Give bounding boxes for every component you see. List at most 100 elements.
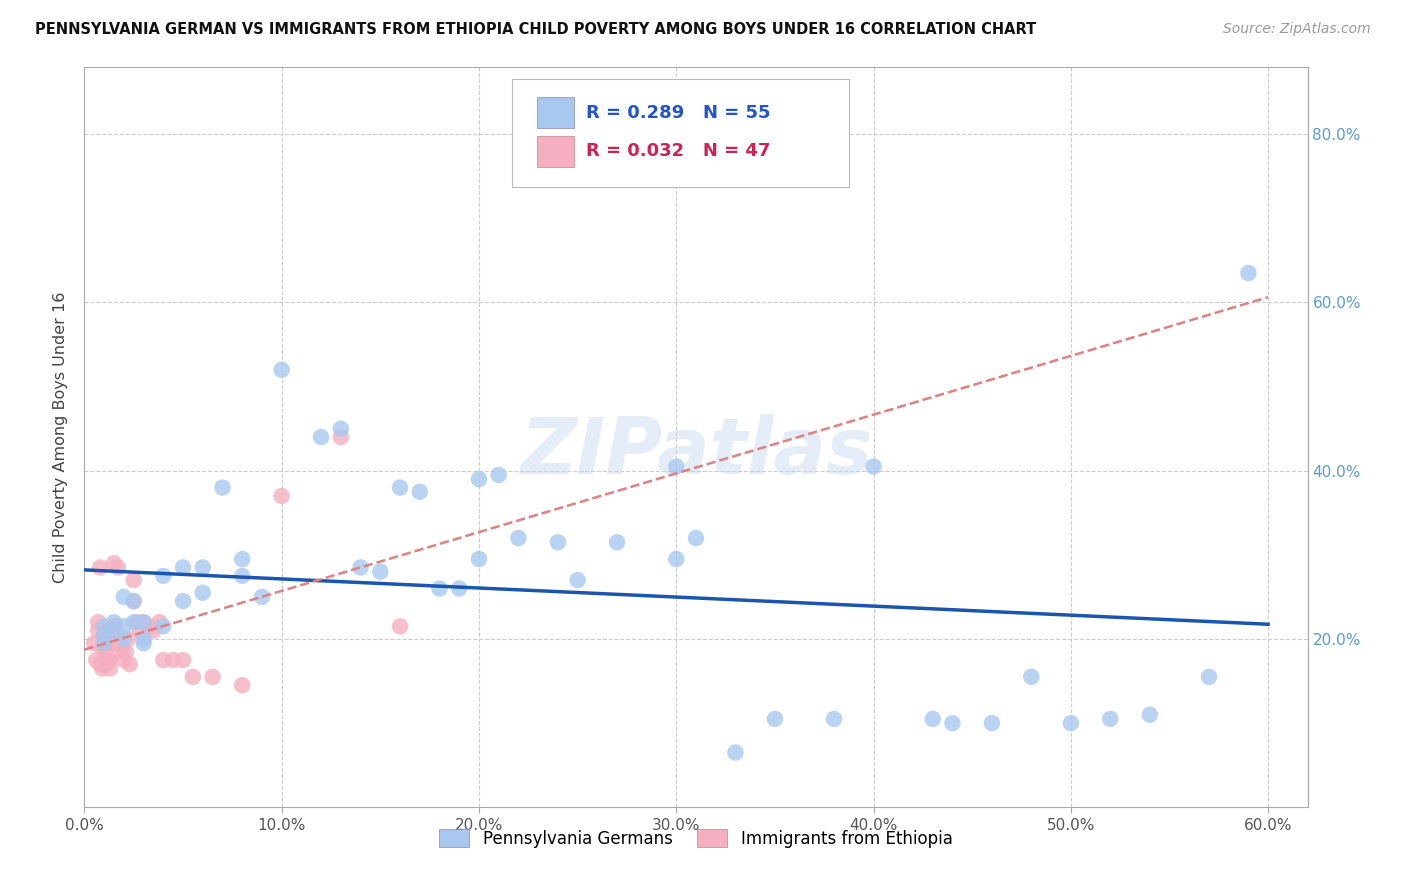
Point xyxy=(127,615,149,630)
Point xyxy=(98,653,121,667)
Point xyxy=(93,628,115,642)
Point xyxy=(567,573,589,587)
Point xyxy=(93,628,115,642)
Point xyxy=(93,657,115,672)
Point xyxy=(270,363,292,377)
Point xyxy=(172,653,194,667)
Point xyxy=(93,636,115,650)
Legend: Pennsylvania Germans, Immigrants from Ethiopia: Pennsylvania Germans, Immigrants from Et… xyxy=(433,822,959,855)
Point xyxy=(122,594,145,608)
Point xyxy=(368,565,391,579)
Point xyxy=(1021,670,1043,684)
Point xyxy=(98,661,121,675)
Point xyxy=(132,636,155,650)
Point xyxy=(162,653,184,667)
Point xyxy=(104,619,127,633)
Point xyxy=(87,624,110,638)
Point xyxy=(122,594,145,608)
FancyBboxPatch shape xyxy=(513,79,849,186)
Point xyxy=(103,624,125,638)
Point xyxy=(108,632,131,646)
Point xyxy=(862,459,884,474)
Point xyxy=(389,619,412,633)
Point xyxy=(103,556,125,570)
Point xyxy=(270,489,292,503)
Text: PENNSYLVANIA GERMAN VS IMMIGRANTS FROM ETHIOPIA CHILD POVERTY AMONG BOYS UNDER 1: PENNSYLVANIA GERMAN VS IMMIGRANTS FROM E… xyxy=(35,22,1036,37)
Point xyxy=(409,484,432,499)
Point xyxy=(122,573,145,587)
Point xyxy=(89,657,111,672)
Point xyxy=(108,645,131,659)
Point xyxy=(449,582,471,596)
FancyBboxPatch shape xyxy=(537,136,574,167)
Point xyxy=(93,619,115,633)
Point xyxy=(191,560,214,574)
Text: R = 0.032   N = 47: R = 0.032 N = 47 xyxy=(586,143,770,161)
Point xyxy=(122,615,145,630)
Text: R = 0.289   N = 55: R = 0.289 N = 55 xyxy=(586,103,770,122)
Point xyxy=(231,569,253,583)
Point xyxy=(823,712,845,726)
Point xyxy=(152,653,174,667)
Point xyxy=(1060,716,1083,731)
Point xyxy=(508,531,530,545)
Point xyxy=(941,716,963,731)
Point xyxy=(181,670,204,684)
Point xyxy=(97,653,120,667)
Point xyxy=(132,615,155,630)
FancyBboxPatch shape xyxy=(537,97,574,128)
Point xyxy=(132,632,155,646)
Point xyxy=(231,552,253,566)
Point xyxy=(107,560,129,574)
Point xyxy=(103,619,125,633)
Point xyxy=(94,657,117,672)
Point xyxy=(429,582,451,596)
Point xyxy=(724,746,747,760)
Point xyxy=(103,615,125,630)
Point xyxy=(87,615,110,630)
Point xyxy=(349,560,371,574)
Point xyxy=(191,585,214,599)
Point xyxy=(89,560,111,574)
Point xyxy=(665,552,688,566)
Point xyxy=(1198,670,1220,684)
Point xyxy=(665,459,688,474)
Text: Source: ZipAtlas.com: Source: ZipAtlas.com xyxy=(1223,22,1371,37)
Point xyxy=(118,657,141,672)
Point xyxy=(606,535,628,549)
Point xyxy=(117,632,139,646)
Text: ZIPatlas: ZIPatlas xyxy=(520,414,872,490)
Point xyxy=(94,648,117,663)
Point xyxy=(111,640,134,655)
Point xyxy=(112,590,135,604)
Point xyxy=(329,422,352,436)
Point xyxy=(250,590,273,604)
Point xyxy=(97,636,120,650)
Point xyxy=(389,481,412,495)
Point xyxy=(921,712,943,726)
Point xyxy=(112,653,135,667)
Point xyxy=(152,619,174,633)
Point xyxy=(980,716,1002,731)
Point xyxy=(468,552,491,566)
Point xyxy=(211,481,233,495)
Point xyxy=(148,615,170,630)
Point xyxy=(104,636,127,650)
Point xyxy=(83,636,105,650)
Point xyxy=(547,535,569,549)
Point xyxy=(138,619,160,633)
Point xyxy=(142,624,165,638)
Y-axis label: Child Poverty Among Boys Under 16: Child Poverty Among Boys Under 16 xyxy=(53,292,69,582)
Point xyxy=(763,712,786,726)
Point xyxy=(128,624,150,638)
Point xyxy=(172,594,194,608)
Point xyxy=(84,653,107,667)
Point xyxy=(231,678,253,692)
Point xyxy=(152,569,174,583)
Point xyxy=(329,430,352,444)
Point xyxy=(1099,712,1122,726)
Point xyxy=(132,615,155,630)
Point xyxy=(1237,266,1260,280)
Point xyxy=(172,560,194,574)
Point xyxy=(1139,707,1161,722)
